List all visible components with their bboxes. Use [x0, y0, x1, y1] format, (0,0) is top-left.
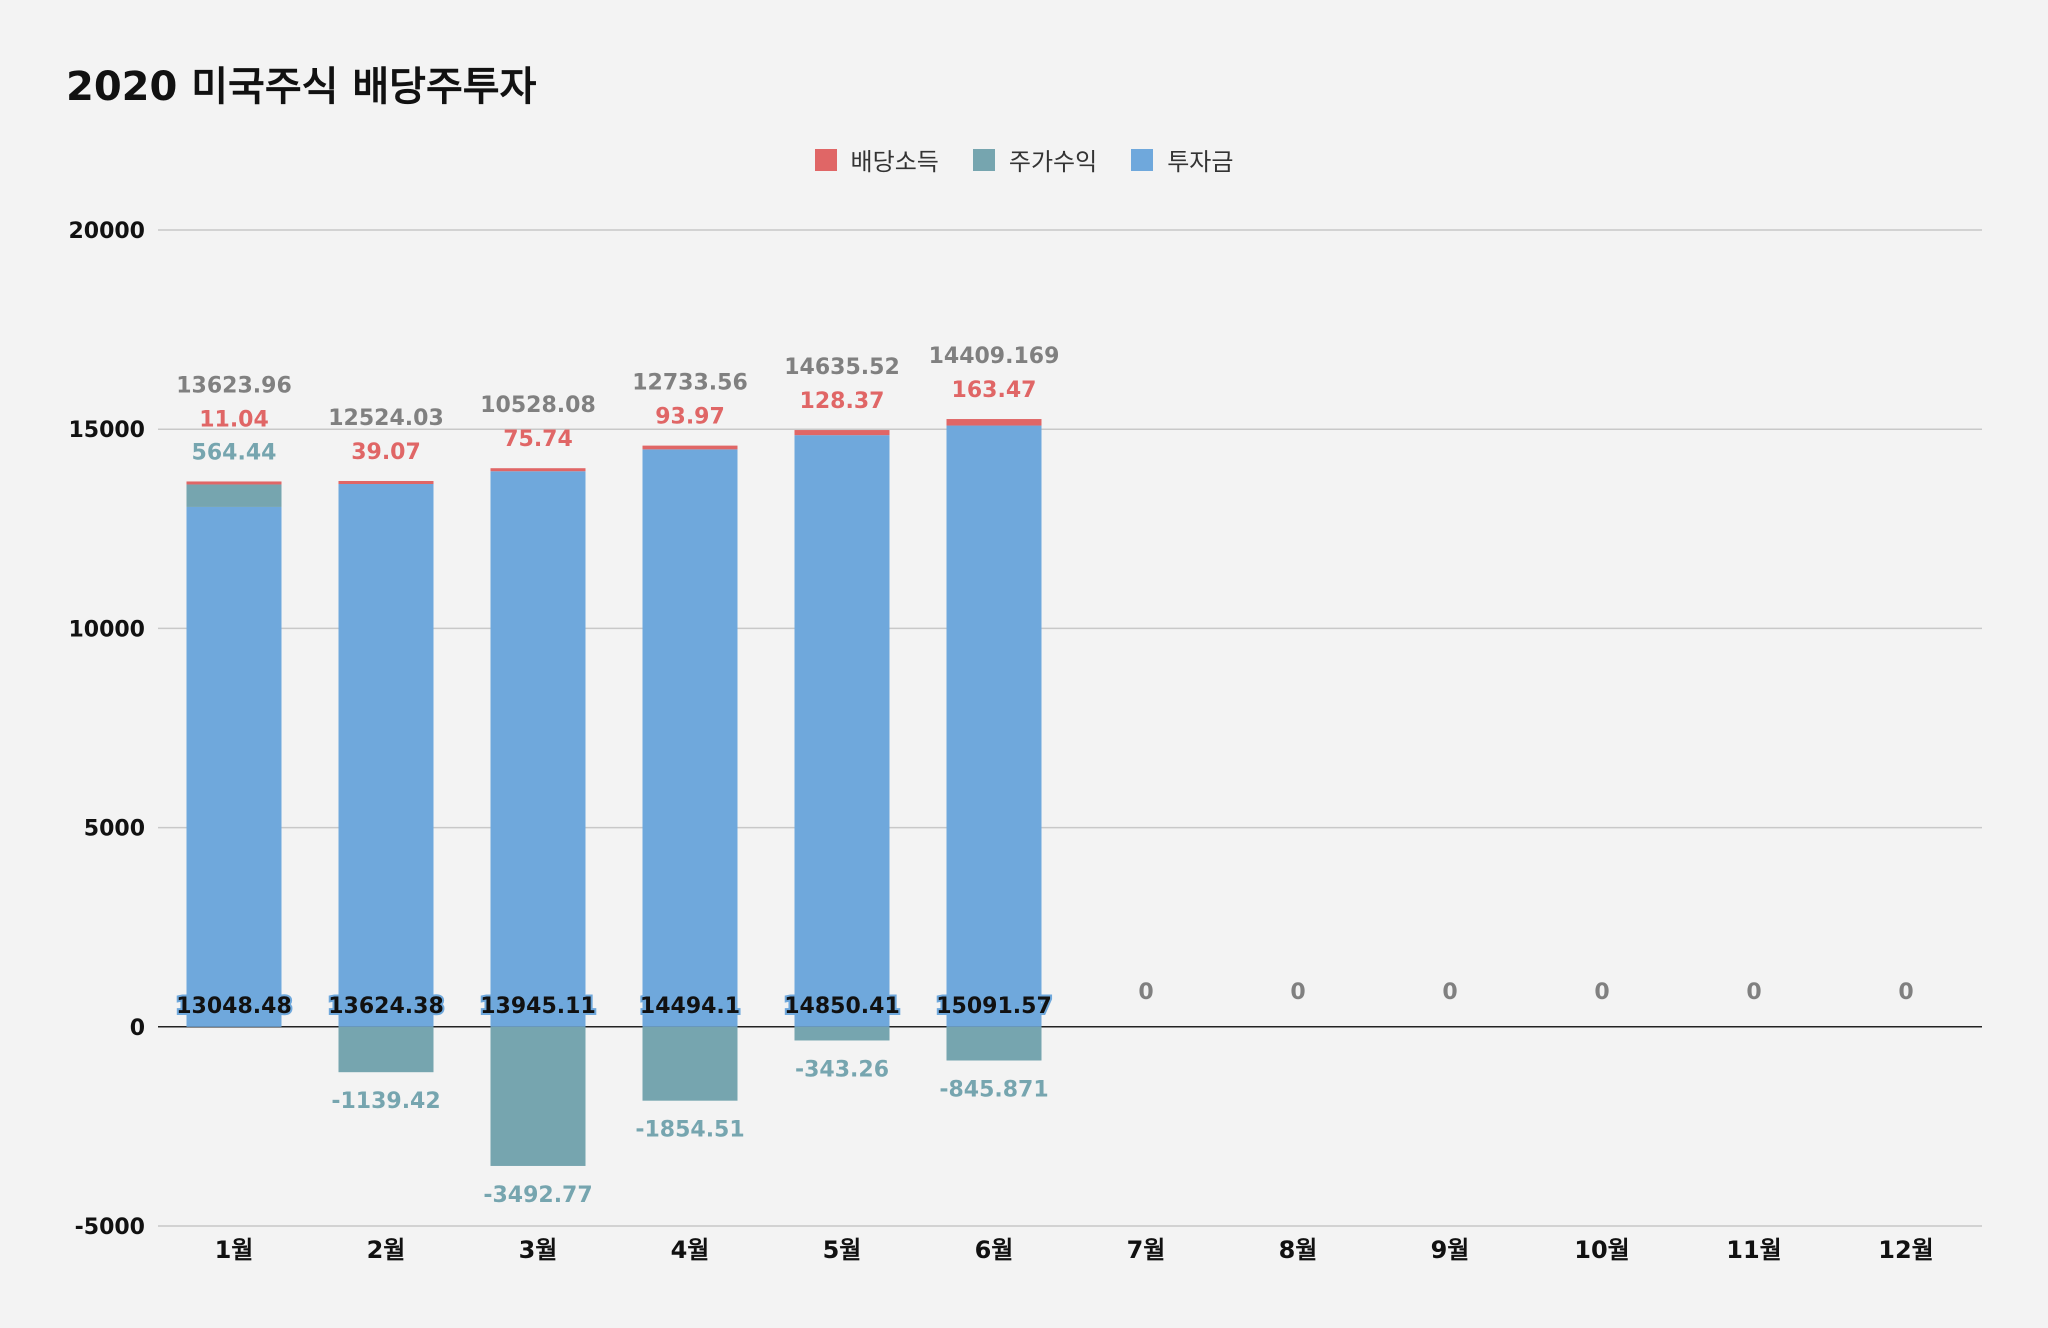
bar-investment	[186, 506, 282, 1027]
bar-stock-gain	[642, 1026, 738, 1101]
bar-dividend	[490, 468, 586, 472]
x-tick-label: 6월	[975, 1236, 1014, 1264]
total-label: 10528.08	[480, 393, 596, 418]
investment-label: 13048.48	[176, 994, 292, 1019]
dividend-label: 128.37	[800, 389, 885, 414]
gain-label: -1854.51	[635, 1118, 744, 1143]
bar-investment	[338, 484, 434, 1027]
bar-investment	[794, 435, 890, 1027]
bar-stock-gain	[338, 1026, 434, 1073]
bar-dividend	[794, 430, 890, 436]
y-tick-label: -5000	[75, 1215, 145, 1240]
x-tick-label: 9월	[1431, 1236, 1470, 1264]
gain-label: -1139.42	[331, 1089, 440, 1114]
legend-label-stock-gain: 주가수익	[1008, 148, 1098, 176]
legend-swatch-dividend	[814, 148, 837, 171]
legend: 배당소득 주가수익 투자금	[0, 142, 2048, 177]
x-tick-label: 4월	[671, 1236, 710, 1264]
bar-dividend	[946, 419, 1042, 426]
y-tick-label: 5000	[84, 817, 145, 842]
chart-title: 2020 미국주식 배당주투자	[66, 64, 537, 110]
bar-investment	[946, 425, 1042, 1027]
legend-swatch-investment	[1131, 148, 1154, 171]
dividend-label: 93.97	[655, 405, 725, 430]
x-tick-label: 10월	[1574, 1236, 1629, 1264]
bar-dividend	[338, 481, 434, 485]
total-label: 14409.169	[929, 344, 1060, 369]
x-tick-label: 1월	[215, 1236, 254, 1264]
x-tick-label: 5월	[823, 1236, 862, 1264]
x-tick-label: 12월	[1878, 1236, 1933, 1264]
total-label: 0	[1138, 980, 1153, 1005]
legend-item-investment: 투자금	[1131, 142, 1233, 177]
total-label: 13623.96	[176, 373, 292, 398]
total-label: 14635.52	[784, 355, 900, 380]
gain-label: -845.871	[939, 1077, 1048, 1102]
dividend-label: 75.74	[503, 427, 573, 452]
x-tick-label: 7월	[1127, 1236, 1166, 1264]
y-tick-label: 20000	[68, 219, 145, 244]
total-label: 0	[1898, 980, 1913, 1005]
bar-stock-gain	[794, 1026, 890, 1041]
y-tick-label: 0	[130, 1016, 145, 1041]
total-label: 12733.56	[632, 371, 748, 396]
dividend-label: 11.04	[199, 407, 269, 432]
bar-dividend	[186, 481, 282, 485]
investment-label: 13624.38	[328, 994, 444, 1019]
investment-label: 13945.11	[480, 994, 596, 1019]
legend-swatch-stock-gain	[972, 148, 995, 171]
bar-dividend	[642, 445, 738, 450]
legend-item-dividend: 배당소득	[814, 142, 939, 177]
total-label: 0	[1594, 980, 1609, 1005]
x-tick-label: 3월	[519, 1236, 558, 1264]
total-label: 0	[1746, 980, 1761, 1005]
x-tick-label: 8월	[1279, 1236, 1318, 1264]
legend-label-investment: 투자금	[1167, 148, 1234, 176]
x-tick-label: 11월	[1726, 1236, 1781, 1264]
bar-investment	[490, 471, 586, 1027]
dividend-label: 163.47	[952, 378, 1037, 403]
investment-label: 14850.41	[784, 994, 900, 1019]
gain-label: 564.44	[192, 440, 277, 465]
legend-label-dividend: 배당소득	[850, 148, 939, 176]
gain-label: -343.26	[795, 1057, 889, 1082]
investment-label: 14494.1	[640, 994, 740, 1019]
y-tick-label: 10000	[68, 617, 145, 642]
bar-stock-gain	[946, 1026, 1042, 1061]
bar-stock-gain	[490, 1026, 586, 1166]
y-tick-label: 15000	[68, 418, 145, 443]
total-label: 0	[1442, 980, 1457, 1005]
investment-label: 15091.57	[936, 994, 1052, 1019]
total-label: 0	[1290, 980, 1305, 1005]
total-label: 12524.03	[328, 406, 444, 431]
bar-investment	[642, 449, 738, 1027]
dividend-label: 39.07	[351, 440, 421, 465]
gain-label: -3492.77	[483, 1183, 592, 1208]
x-tick-label: 2월	[367, 1236, 406, 1264]
legend-item-stock-gain: 주가수익	[972, 142, 1098, 177]
bar-stock-gain	[186, 484, 282, 507]
